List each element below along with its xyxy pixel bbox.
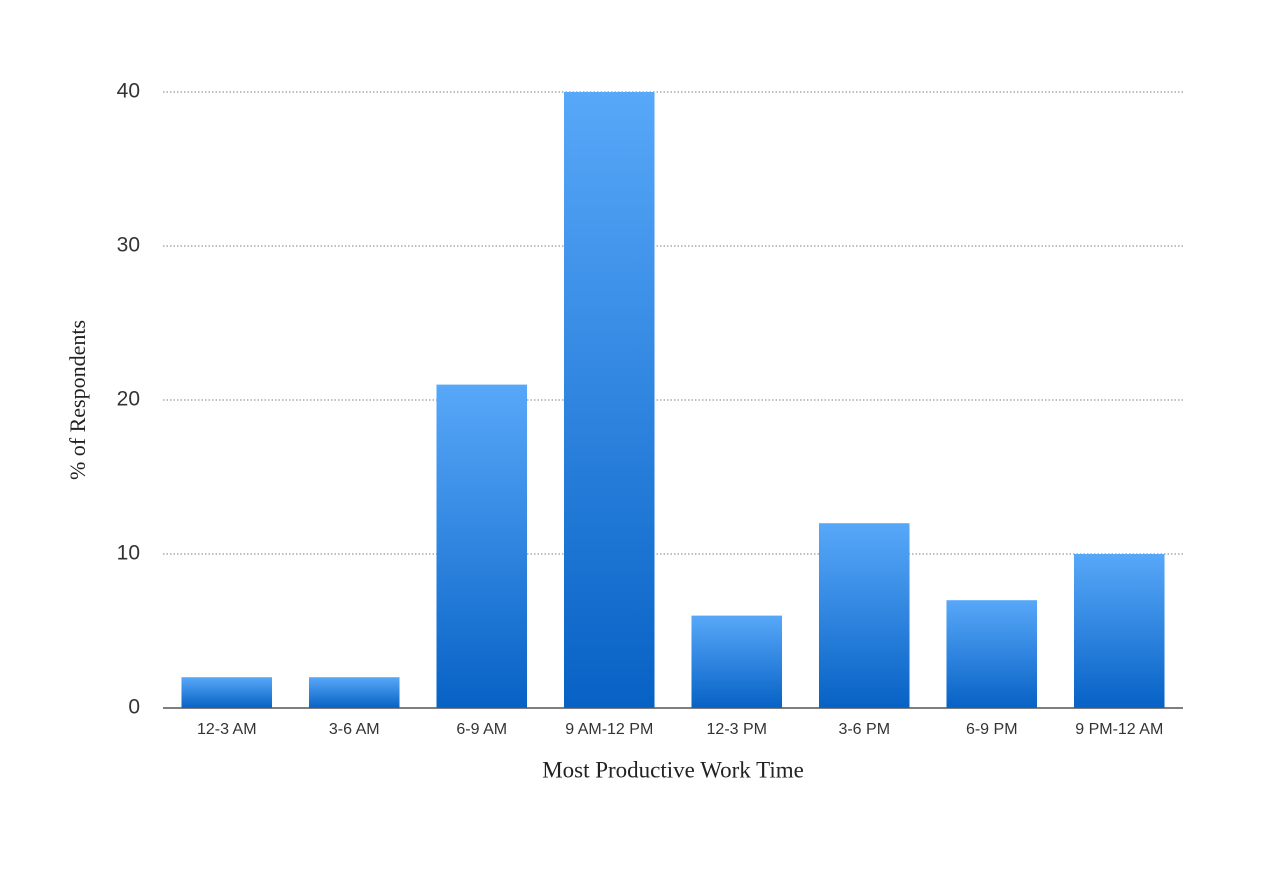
y-tick-label: 30 (117, 234, 140, 257)
x-tick-label: 3-6 AM (329, 721, 380, 738)
bar (436, 384, 528, 708)
x-tick-label: 6-9 PM (966, 721, 1018, 738)
y-tick-label: 40 (117, 80, 140, 103)
bar (563, 92, 655, 708)
x-tick-label: 12-3 PM (707, 721, 767, 738)
x-tick-label: 9 AM-12 PM (565, 721, 653, 738)
y-axis-label: % of Respondents (65, 320, 90, 480)
x-tick-label: 3-6 PM (838, 721, 890, 738)
bar (818, 523, 910, 708)
bar (1073, 554, 1165, 708)
bar (308, 677, 400, 708)
y-tick-label: 20 (117, 388, 140, 411)
x-tick-label: 12-3 AM (197, 721, 257, 738)
x-tick-label: 6-9 AM (456, 721, 507, 738)
x-tick-label: 9 PM-12 AM (1075, 721, 1163, 738)
bar (691, 615, 783, 708)
y-tick-label: 10 (117, 542, 140, 565)
bar (181, 677, 273, 708)
bar (946, 600, 1038, 708)
x-axis-label: Most Productive Work Time (542, 757, 804, 782)
y-tick-label: 0 (128, 696, 140, 719)
